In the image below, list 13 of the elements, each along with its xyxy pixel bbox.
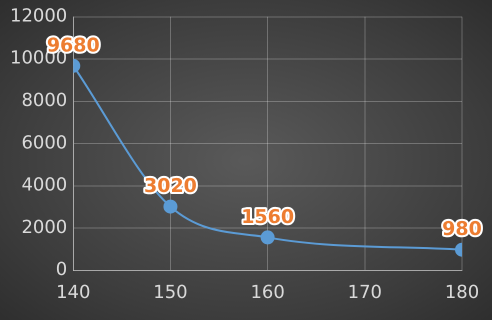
- x-tick-label: 170: [348, 282, 382, 303]
- x-tick-label: 140: [56, 282, 90, 303]
- y-tick-label: 8000: [21, 90, 68, 112]
- data-label: 980: [442, 218, 482, 240]
- y-tick-label: 6000: [21, 132, 68, 154]
- data-label: 1560: [241, 206, 294, 228]
- y-tick-label: 2000: [21, 216, 68, 238]
- x-tick-label: 180: [444, 282, 480, 303]
- y-tick-label: 4000: [21, 174, 68, 196]
- y-tick-label: 12000: [10, 5, 68, 26]
- y-tick-label: 0: [56, 259, 68, 280]
- x-tick-label: 160: [250, 282, 285, 303]
- x-tick-label: 150: [153, 282, 188, 303]
